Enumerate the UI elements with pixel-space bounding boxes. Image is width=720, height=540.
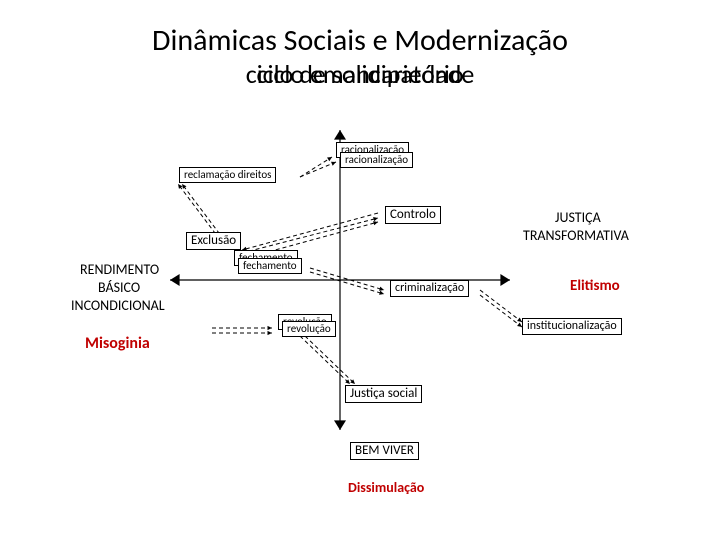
title-line-1: Dinâmicas Sociais e Modernização [0,22,720,59]
node-exclusao: Exclusão [186,232,241,250]
node-revolucao-2: revolução [282,321,336,337]
node-label: Exclusão [191,233,236,248]
label-dissimulacao: Dissimulação [348,480,424,495]
node-label: Justiça social [350,386,417,401]
node-criminalizacao: criminalização [390,280,469,297]
node-label: racionalização [345,153,408,166]
node-label: revolução [287,322,331,335]
node-controlo: Controlo [385,206,441,224]
node-label: Controlo [390,207,436,222]
node-label: institucionalização [527,319,617,333]
node-label: reclamação direitos [184,168,271,181]
node-justica-social: Justiça social [345,385,422,403]
diagram-stage: Dinâmicas Sociais e Modernização ciclo d… [0,0,720,540]
node-racionalizacao-2: racionalização [340,152,413,168]
label-justica-transformativa-1: JUSTIÇA [555,210,601,225]
node-label: BEM VIVER [355,443,414,458]
label-rendimento-2: BÁSICO [98,280,140,295]
node-reclamacao: reclamação direitos [179,167,276,183]
node-label: fechamento [243,259,297,272]
title-line-2b: ciclo emancipatório [0,58,720,90]
node-institucionalizacao: institucionalização [522,318,622,335]
label-misoginia: Misoginia [85,335,150,353]
node-fechamento-2: fechamento [238,258,302,274]
node-label: criminalização [395,281,464,295]
label-rendimento-1: RENDIMENTO [80,262,159,277]
label-justica-transformativa-2: TRANSFORMATIVA [523,228,629,243]
label-elitismo: Elitismo [570,278,620,295]
node-bem-viver: BEM VIVER [350,442,419,460]
label-rendimento-3: INCONDICIONAL [71,298,165,313]
